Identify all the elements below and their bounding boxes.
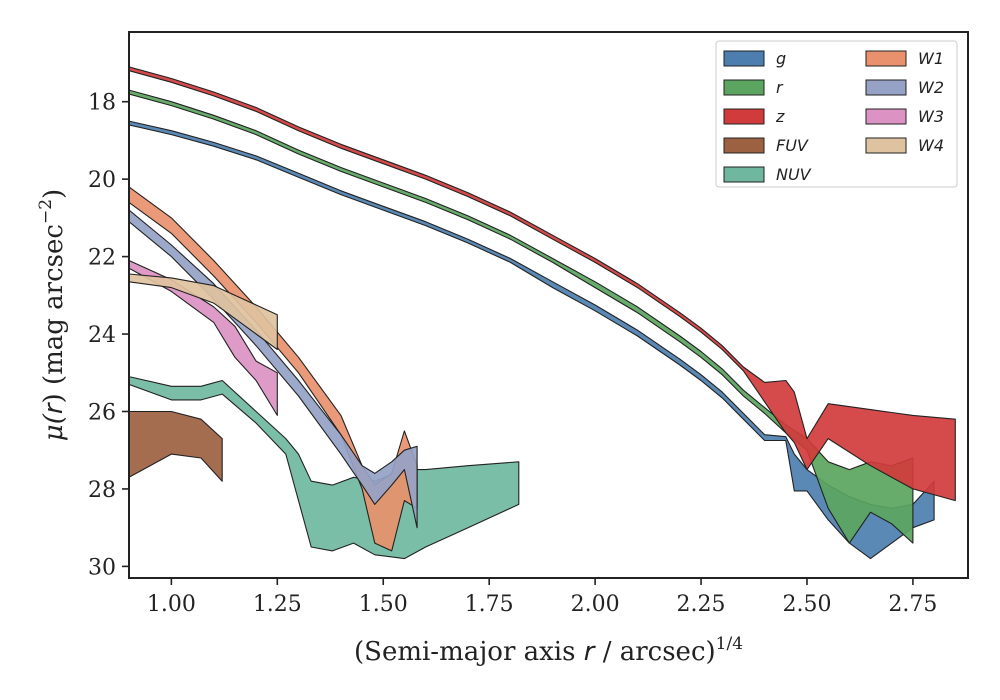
band-fuv — [129, 410, 223, 482]
y-tick-label: 18 — [88, 91, 116, 116]
legend-swatch-w1 — [865, 50, 907, 67]
legend-label-w3: W3 — [918, 107, 944, 126]
legend-swatch-w4 — [865, 137, 907, 154]
legend-label-w2: W2 — [918, 78, 944, 97]
x-tick-label: 1.00 — [147, 592, 196, 617]
x-axis-title: (Semi-major axis r / arcsec)1/4 — [354, 634, 743, 667]
legend-label-w1: W1 — [918, 49, 944, 68]
band-w4 — [129, 273, 278, 351]
y-tick-label: 28 — [88, 478, 116, 503]
y-tick-label: 30 — [88, 555, 116, 580]
x-tick-label: 2.00 — [571, 592, 620, 617]
x-axis: 1.00 1.25 1.50 1.75 2.00 2.25 2.50 2.75 — [147, 578, 937, 617]
legend-swatch-fuv — [723, 137, 765, 154]
legend-swatch-z — [723, 108, 765, 125]
legend-swatch-r — [723, 79, 765, 96]
legend-label-z: z — [775, 107, 785, 126]
legend-label-w4: W4 — [918, 136, 944, 155]
series-bands — [129, 66, 956, 560]
legend-label-nuv: NUV — [776, 165, 812, 184]
y-axis-title: μ(r) (mag arcsec−2) — [36, 189, 69, 441]
y-tick-label: 22 — [88, 246, 116, 271]
y-tick-label: 24 — [88, 323, 116, 348]
band-z — [129, 66, 956, 502]
y-tick-label: 20 — [88, 168, 116, 193]
x-tick-label: 1.25 — [253, 592, 302, 617]
x-tick-label: 2.25 — [677, 592, 726, 617]
legend-swatch-g — [723, 50, 765, 67]
legend-label-g: g — [776, 49, 786, 68]
legend-swatch-w3 — [865, 108, 907, 125]
y-tick-label: 26 — [88, 400, 116, 425]
legend-label-r: r — [776, 78, 784, 97]
band-r — [129, 89, 914, 544]
x-tick-label: 2.75 — [888, 592, 937, 617]
x-tick-label: 2.50 — [782, 592, 831, 617]
y-axis: 18 20 22 24 26 28 30 — [88, 91, 129, 580]
x-tick-label: 1.50 — [359, 592, 408, 617]
legend: grz FUV NUV W1 W2 W3 W4 — [715, 40, 958, 188]
plot-frame — [128, 31, 969, 579]
legend-swatch-nuv — [723, 166, 765, 183]
band-nuv — [129, 376, 520, 560]
legend-swatch-w2 — [865, 79, 907, 96]
legend-label-fuv: FUV — [776, 136, 809, 155]
band-w2 — [129, 209, 418, 529]
x-tick-label: 1.75 — [465, 592, 514, 617]
